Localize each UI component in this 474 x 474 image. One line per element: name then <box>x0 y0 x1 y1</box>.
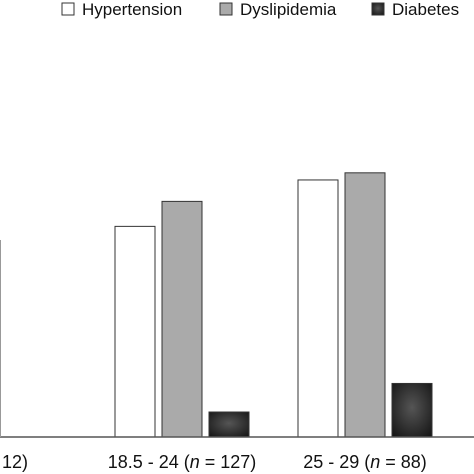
tick-suffix: = 88) <box>380 452 427 472</box>
x-tick-label-1: 18.5 - 24 (n = 127) <box>108 452 257 472</box>
tick-n-symbol: n <box>370 452 380 472</box>
legend-label-hypertension: Hypertension <box>82 0 182 19</box>
x-tick-labels: 12) 18.5 - 24 (n = 127) 25 - 29 (n = 88) <box>2 452 427 472</box>
bar-diabetes-1 <box>208 411 250 438</box>
bars <box>114 172 433 438</box>
legend-swatch-hypertension <box>61 2 75 16</box>
bar-diabetes-2 <box>391 382 433 438</box>
x-tick-label-0: 12) <box>2 452 28 472</box>
bar-dyslipidemia-1 <box>161 200 203 438</box>
legend-label-diabetes: Diabetes <box>392 0 459 19</box>
tick-suffix: = 127) <box>200 452 257 472</box>
legend-label-dyslipidemia: Dyslipidemia <box>240 0 337 19</box>
bar-hypertension-2 <box>297 179 339 438</box>
tick-n-symbol: n <box>190 452 200 472</box>
tick-prefix: 12) <box>2 452 28 472</box>
legend-swatch-dyslipidemia <box>219 2 233 16</box>
bar-hypertension-1 <box>114 225 156 438</box>
x-tick-label-2: 25 - 29 (n = 88) <box>303 452 427 472</box>
legend: Hypertension Dyslipidemia Diabetes <box>61 0 459 19</box>
legend-swatch-diabetes <box>371 2 385 16</box>
bar-dyslipidemia-2 <box>344 172 386 438</box>
tick-prefix: 25 - 29 ( <box>303 452 370 472</box>
tick-prefix: 18.5 - 24 ( <box>108 452 190 472</box>
